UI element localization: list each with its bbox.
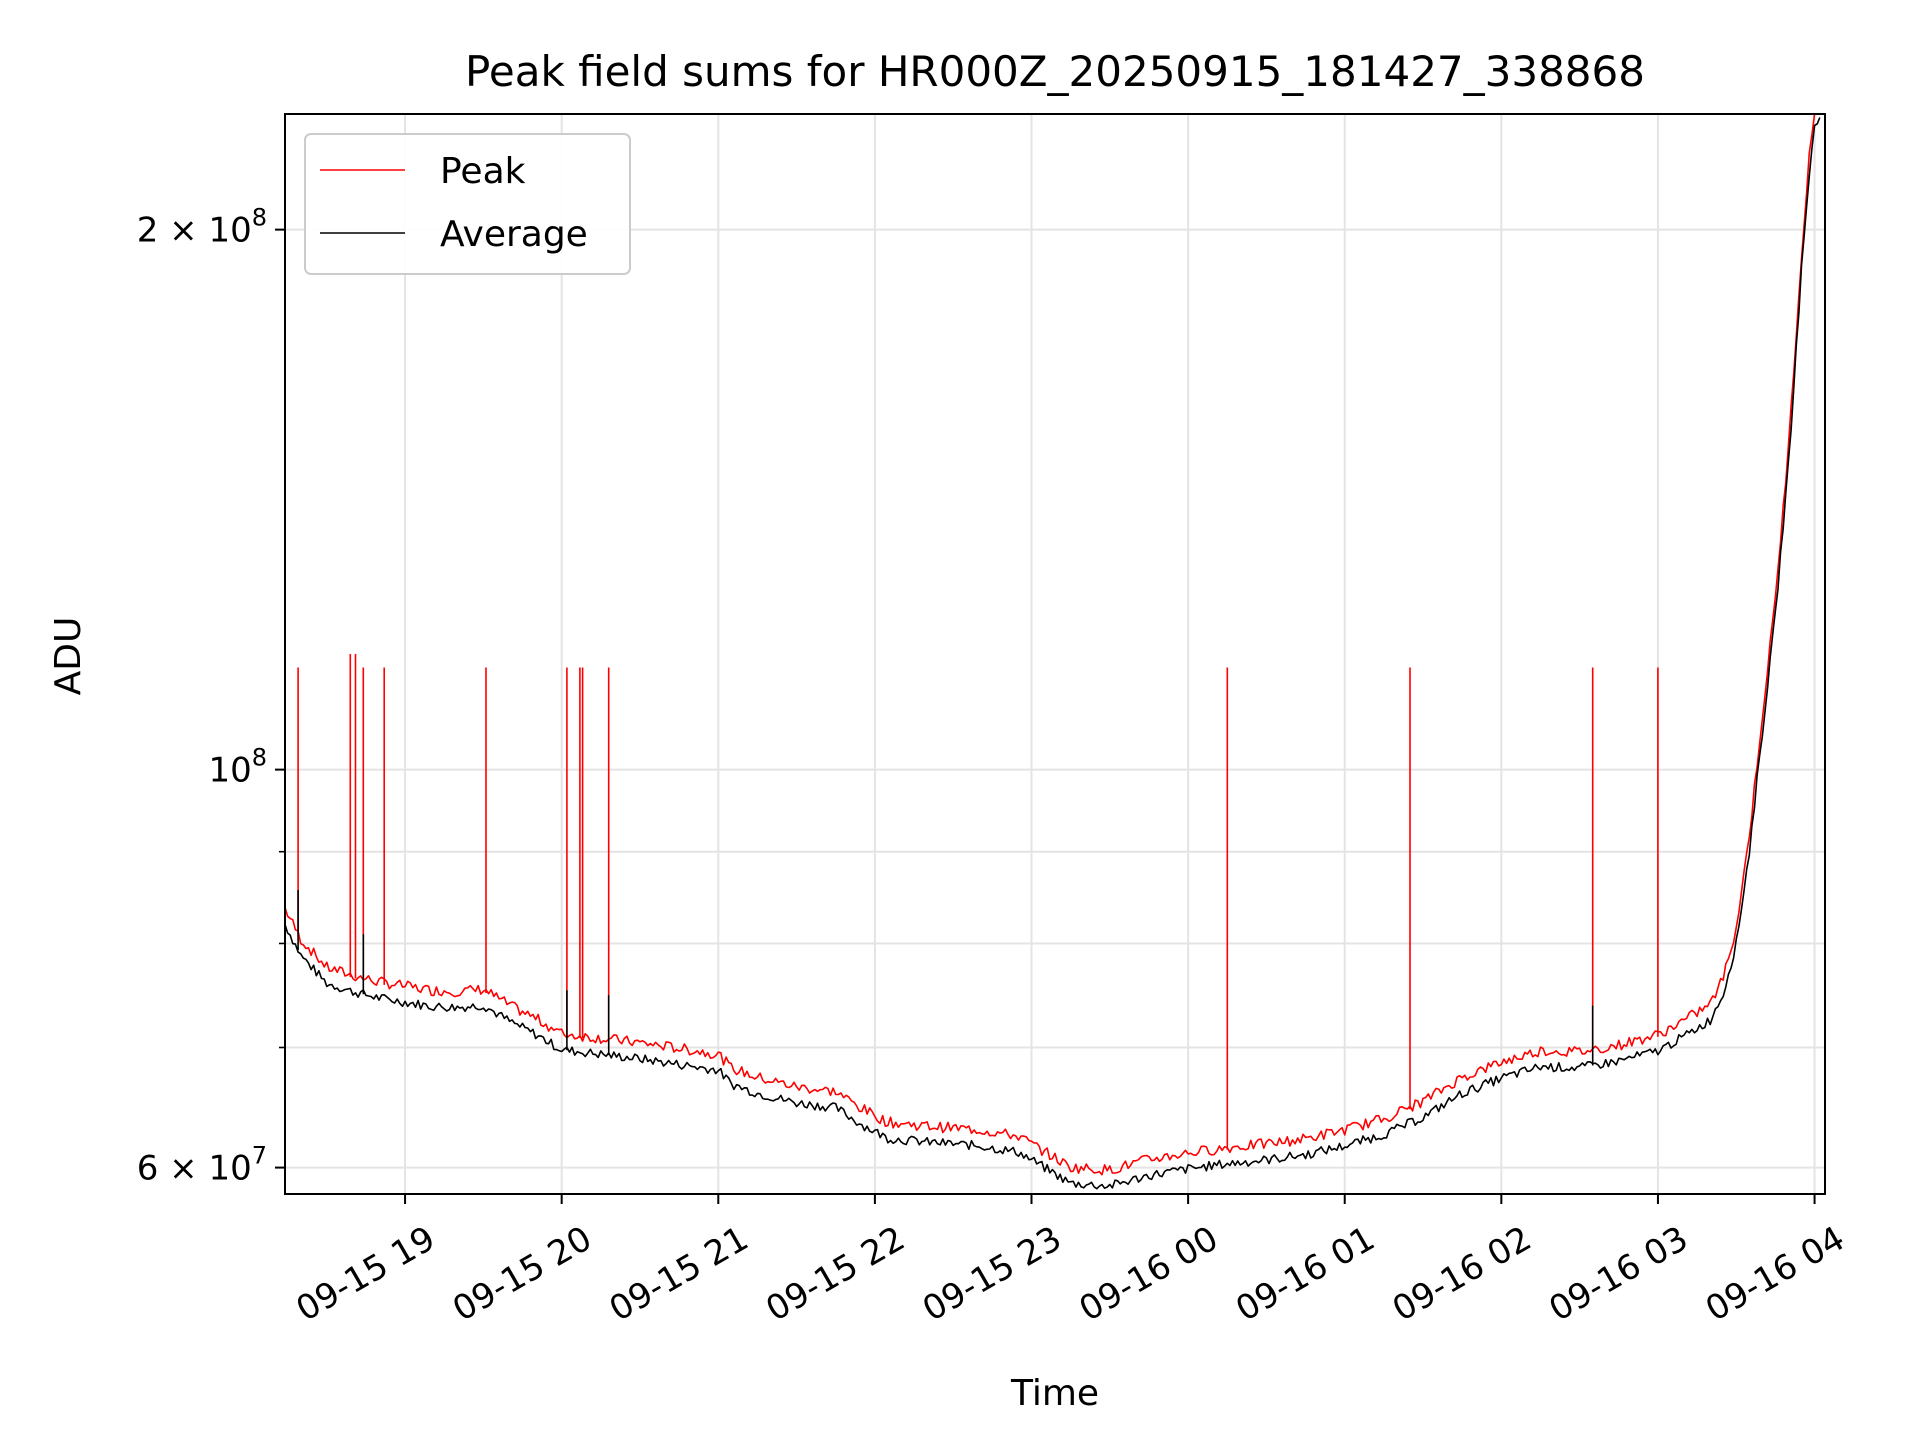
y-tick-label: 6 × 107 <box>137 1142 267 1189</box>
x-axis-label: Time <box>1010 1373 1099 1414</box>
legend: Peak Average <box>304 133 631 275</box>
grid <box>285 114 1825 1194</box>
series-area <box>285 114 1821 1190</box>
series-line-average <box>285 117 1821 1190</box>
y-axis-label: ADU <box>48 617 89 696</box>
chart-title: Peak field sums for HR000Z_20250915_1814… <box>465 47 1645 96</box>
y-tick-label: 2 × 108 <box>137 204 267 251</box>
plot-frame <box>284 113 1826 1195</box>
series-line-peak <box>285 114 1816 1176</box>
legend-label-peak: Peak <box>440 151 526 192</box>
legend-box <box>304 133 631 275</box>
legend-label-average: Average <box>440 214 588 255</box>
